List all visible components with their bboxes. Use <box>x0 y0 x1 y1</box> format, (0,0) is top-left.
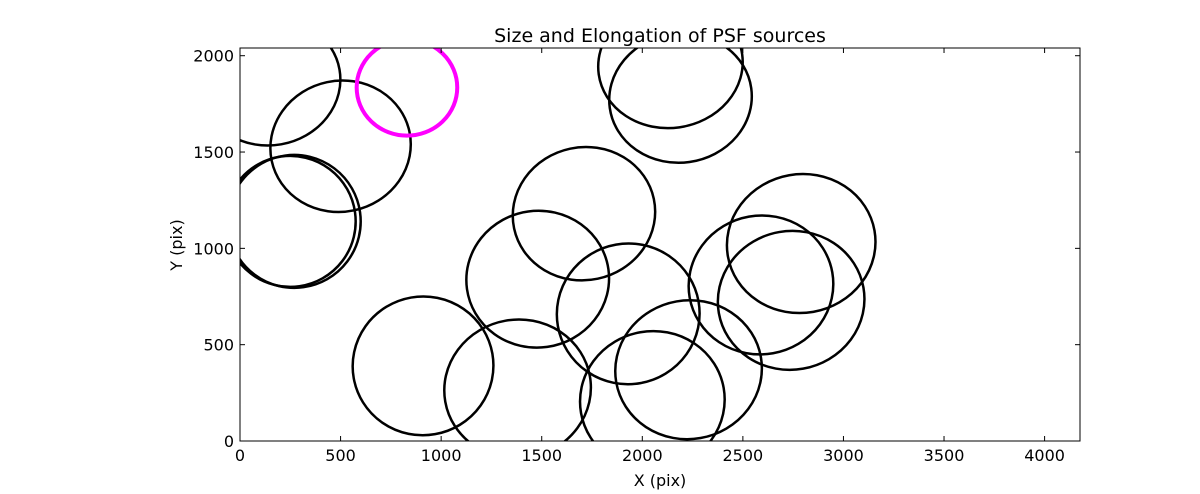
x-tick-label: 1000 <box>421 446 462 465</box>
psf-ellipse-16 <box>716 229 866 372</box>
x-tick-label: 2000 <box>622 446 663 465</box>
ellipse-layer <box>240 48 877 441</box>
y-tick-label: 0 <box>224 432 234 451</box>
y-tick-label: 500 <box>203 336 234 355</box>
psf-ellipse-7 <box>607 48 754 165</box>
psf-ellipse-15 <box>687 214 835 356</box>
y-axis-label: Y (pix) <box>167 219 186 271</box>
psf-ellipse-11 <box>443 318 593 441</box>
x-tick-label: 3000 <box>823 446 864 465</box>
x-tick-label: 2500 <box>723 446 764 465</box>
psf-ellipse-6 <box>596 48 744 130</box>
psf-ellipse-3 <box>240 153 362 290</box>
psf-ellipse-1 <box>240 48 342 147</box>
psf-ellipse-12 <box>555 242 701 386</box>
x-tick-label: 3500 <box>924 446 965 465</box>
x-tick-label: 0 <box>235 446 245 465</box>
x-axis-label: X (pix) <box>634 471 687 490</box>
psf-ellipse-4 <box>240 154 357 289</box>
x-tick-label: 4000 <box>1024 446 1065 465</box>
y-tick-label: 2000 <box>193 47 234 66</box>
tick-layer: 0 500 1000 1500 2000 2500 3000 3500 4000 0 500 1000… <box>193 47 1080 465</box>
psf-ellipse-8 <box>511 145 657 282</box>
psf-ellipse-9 <box>465 209 611 349</box>
plot-frame <box>239 47 1081 442</box>
psf-ellipse-10 <box>351 295 495 437</box>
psf-ellipse-17 <box>725 172 877 315</box>
x-tick-label: 1500 <box>521 446 562 465</box>
chart-title: Size and Elongation of PSF sources <box>494 25 826 47</box>
y-tick-label: 1500 <box>193 143 234 162</box>
psf-ellipse-13 <box>578 329 726 441</box>
psf-ellipse-highlight <box>354 48 460 138</box>
psf-ellipse-14 <box>614 298 764 441</box>
x-tick-label: 500 <box>325 446 356 465</box>
y-tick-label: 1000 <box>193 239 234 258</box>
